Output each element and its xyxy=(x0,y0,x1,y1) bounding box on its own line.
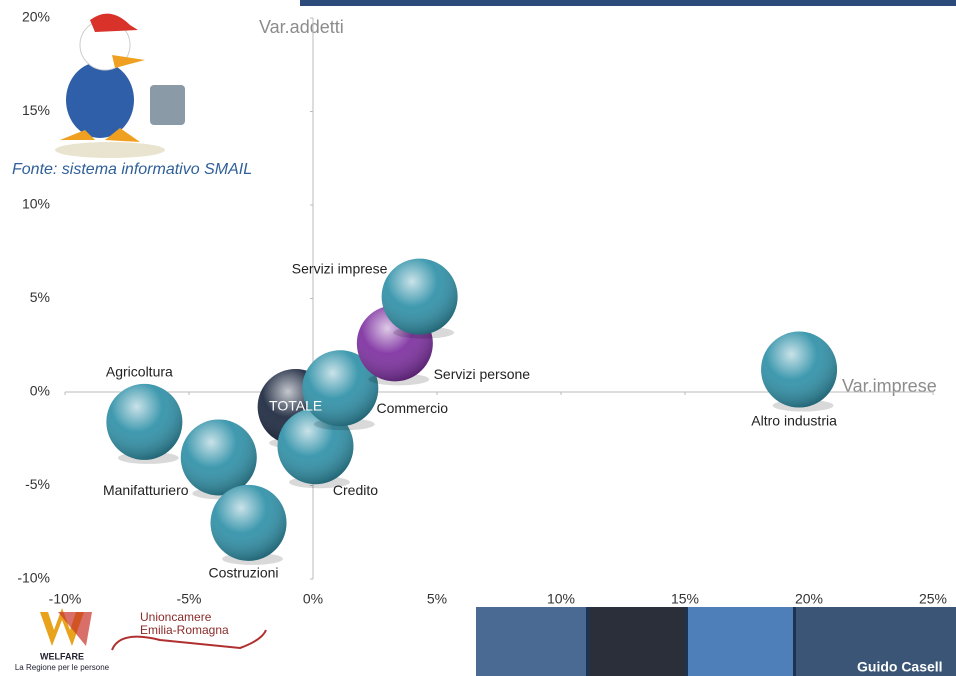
bubble xyxy=(381,258,458,339)
mascot xyxy=(55,13,185,158)
bubble xyxy=(106,383,183,464)
bubble-shine xyxy=(210,484,287,561)
point-label: Agricoltura xyxy=(106,364,173,380)
logo-subtext: La Regione per le persone xyxy=(15,663,110,672)
footer: WELFARE La Regione per le persone Unionc… xyxy=(15,607,956,676)
point-label: Credito xyxy=(333,482,378,498)
top-banner xyxy=(300,0,956,6)
bubble xyxy=(277,408,354,489)
point-label: Manifatturiero xyxy=(103,482,189,498)
logo-text: Emilia-Romagna xyxy=(140,623,229,637)
bubble-shine xyxy=(761,331,838,408)
bubble xyxy=(302,350,379,431)
point-label: Servizi persone xyxy=(434,366,531,382)
bubble-shine xyxy=(277,408,354,485)
bubble-shine xyxy=(180,419,257,496)
y-tick-label: 5% xyxy=(30,289,50,305)
point-label: Costruzioni xyxy=(209,565,279,581)
bubble xyxy=(210,484,287,565)
source-note: Fonte: sistema informativo SMAIL xyxy=(12,161,252,178)
x-tick-label: -10% xyxy=(49,591,82,607)
bubble-shine xyxy=(302,350,379,427)
x-tick-label: 20% xyxy=(795,591,823,607)
point-label: Servizi imprese xyxy=(292,260,388,276)
y-tick-label: -10% xyxy=(17,570,50,586)
logo-text: Unioncamere xyxy=(140,610,212,624)
bubble xyxy=(180,419,257,500)
plot-area: -10% -5% 0% 5% 10% 15% 20% -10% -5% 0% 5% 10% 15% 20%… xyxy=(17,9,947,607)
y-tick-label: 20% xyxy=(22,9,50,25)
bubble-shine xyxy=(381,258,458,335)
point-label: Commercio xyxy=(376,400,448,416)
bubble xyxy=(761,331,838,412)
point-label: TOTALE xyxy=(269,398,322,414)
x-axis-title: Var.imprese xyxy=(842,376,937,396)
logo-text: WELFARE xyxy=(40,651,84,661)
bubble-shine xyxy=(106,383,183,460)
y-tick-label: 10% xyxy=(22,196,50,212)
x-tick-label: 0% xyxy=(303,591,323,607)
x-tick-label: 25% xyxy=(919,591,947,607)
x-tick-label: 10% xyxy=(547,591,575,607)
y-axis-title: Var.addetti xyxy=(259,17,344,37)
author: Guido Casell xyxy=(857,659,943,675)
y-tick-label: 0% xyxy=(30,383,50,399)
x-tick-label: -5% xyxy=(177,591,202,607)
y-tick-label: 15% xyxy=(22,102,50,118)
y-tick-label: -5% xyxy=(25,476,50,492)
point-label: Altro industria xyxy=(751,412,837,428)
x-tick-label: 15% xyxy=(671,591,699,607)
x-tick-label: 5% xyxy=(427,591,447,607)
